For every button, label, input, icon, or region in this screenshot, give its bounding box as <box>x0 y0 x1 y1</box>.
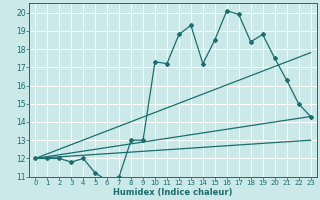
X-axis label: Humidex (Indice chaleur): Humidex (Indice chaleur) <box>113 188 233 197</box>
